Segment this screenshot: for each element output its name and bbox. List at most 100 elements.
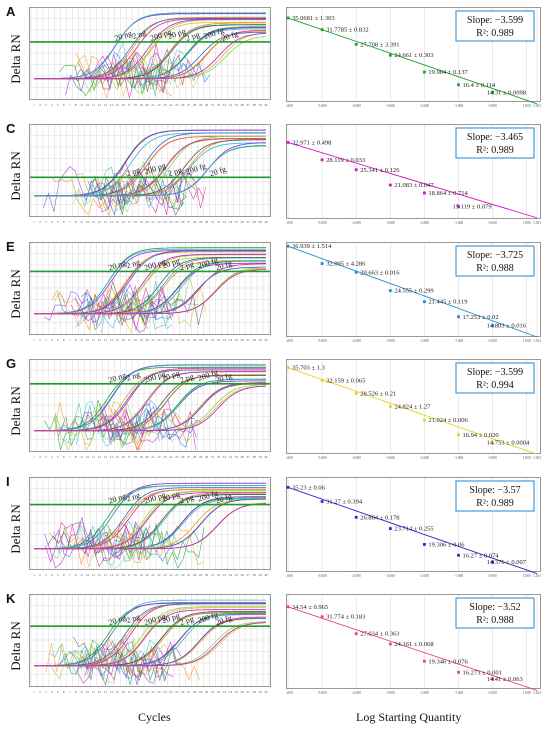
cycle-tick-E: 4 (51, 338, 53, 342)
point-label-H: 24.824 ± 1.27 (394, 404, 431, 411)
cycle-tick-K: 30 (205, 690, 209, 694)
point-label-J: 26.864 ± 0.178 (360, 514, 399, 521)
log-tick-D: -5.000 (317, 221, 326, 225)
cycle-tick-E: 22 (157, 338, 161, 342)
log-tick-D: -6.000 (286, 221, 293, 225)
data-point-J (423, 543, 426, 546)
cycle-tick-E: 7 (69, 338, 71, 342)
point-label-L: 16.273 ± 0.001 (463, 669, 502, 676)
stats-box-L (455, 597, 535, 629)
cycle-tick-C: 13 (104, 220, 108, 224)
cycle-tick-I: 13 (104, 573, 108, 577)
point-label-J: 19.306 ± 0.06 (428, 541, 465, 548)
cycle-tick-I: 31 (211, 573, 215, 577)
slope-text-L: Slope: −3.52 (469, 602, 520, 613)
log-tick-D: 0.000 (489, 221, 497, 225)
cycle-tick-A: 9 (81, 103, 83, 107)
point-label-J: 23.714 ± 0.255 (394, 526, 433, 533)
cycle-tick-A: 22 (157, 103, 161, 107)
r2-text-F: R²: 0.988 (476, 263, 513, 274)
cycle-tick-A: 6 (63, 103, 65, 107)
r2-text-B: R²: 0.989 (476, 28, 513, 39)
log-tick-B: -4.000 (352, 104, 361, 108)
cycle-tick-E: 1 (33, 338, 35, 342)
point-label-B: 14.31 ± 0.0098 (487, 89, 526, 96)
cycle-tick-I: 6 (63, 573, 65, 577)
panel-letter-G: G (6, 356, 17, 371)
cycle-tick-G: 23 (163, 455, 167, 459)
cycle-tick-K: 1 (33, 690, 35, 694)
cycle-tick-C: 31 (211, 220, 215, 224)
cycle-tick-E: 18 (133, 338, 137, 342)
cycles-label: Cycles (138, 710, 171, 724)
cycle-tick-G: 20 (145, 455, 149, 459)
cycle-tick-I: 11 (92, 573, 96, 577)
fit-line-F (287, 245, 538, 338)
slope-text-J: Slope: −3.57 (469, 485, 520, 496)
log-tick-J: 1.000 (523, 574, 531, 578)
curve-label-K: 2 pg (179, 614, 195, 627)
point-label-L: 27.034 ± 0.363 (360, 631, 399, 638)
log-tick-B: -5.000 (317, 104, 326, 108)
point-label-D: 32.971 ± 0.498 (292, 139, 331, 146)
cycle-tick-C: 29 (199, 220, 203, 224)
cycle-tick-E: 3 (45, 338, 47, 342)
point-label-F: 24.555 ± 0.299 (394, 288, 433, 295)
std-curve-D: -6.000 -5.000 -4.000 -3.000 -2.000 -1.000 0.00… (286, 124, 541, 225)
cycle-tick-C: 5 (57, 220, 59, 224)
slope-text-B: Slope: −3.599 (467, 15, 523, 26)
point-label-B: 19.964 ± 0.137 (428, 69, 468, 76)
point-label-B: 27.708 ± 3.391 (360, 41, 399, 48)
cycle-tick-C: 7 (69, 220, 71, 224)
data-point-B (286, 16, 290, 20)
point-label-H: 35.703 ± 1.3 (292, 365, 325, 372)
cycle-tick-K: 39 (258, 690, 262, 694)
cycle-tick-I: 15 (116, 573, 120, 577)
cycle-tick-G: 12 (98, 455, 102, 459)
point-label-B: 31.7785 ± 0.832 (326, 27, 369, 34)
curve-label-C: 2 pg (125, 165, 141, 178)
cycle-tick-G: 11 (92, 455, 96, 459)
cycle-tick-G: 17 (127, 455, 131, 459)
cycle-tick-K: 20 (145, 690, 149, 694)
cycle-tick-E: 25 (175, 338, 179, 342)
cycle-tick-I: 16 (122, 573, 126, 577)
cycle-tick-K: 32 (217, 690, 221, 694)
log-tick-J: -1.000 (454, 574, 463, 578)
cycle-tick-I: 26 (181, 573, 185, 577)
log-tick-H: -4.000 (352, 456, 361, 460)
point-label-B: 16.4 ± 0.114 (463, 82, 496, 89)
point-label-H: 32.159 ± 0.065 (326, 377, 365, 384)
cycle-tick-I: 2 (39, 573, 41, 577)
cycle-tick-E: 10 (86, 338, 90, 342)
data-point-D (423, 191, 426, 195)
log-tick-H: -6.000 (286, 456, 293, 460)
cycle-tick-G: 21 (151, 455, 155, 459)
log-tick-J: 1.301 (533, 574, 541, 578)
log-tick-H: 1.301 (533, 456, 541, 460)
data-point-D (286, 141, 290, 144)
cycle-tick-A: 1 (33, 103, 35, 107)
cycle-tick-C: 36 (241, 220, 245, 224)
amp-curve-E (34, 268, 267, 315)
cycle-tick-K: 4 (51, 690, 53, 694)
amp-plot-K: 1 2 3 4 5 6 7 8 9 10 11 12 13 14 15 16 17 18 19 20 21 22 23 24 2… (29, 594, 271, 694)
data-point-J (286, 485, 290, 489)
cycle-tick-K: 9 (81, 690, 83, 694)
cycle-tick-C: 35 (235, 220, 239, 224)
point-label-J: 31.27 ± 0.394 (326, 499, 363, 506)
data-point-H (354, 391, 358, 395)
data-point-D (354, 168, 358, 172)
point-label-D: 28.119 ± 0.033 (326, 157, 365, 164)
data-point-J (354, 515, 358, 519)
cycle-tick-I: 25 (175, 573, 179, 577)
cycle-tick-C: 18 (133, 220, 137, 224)
point-label-F: 36.939 ± 1.514 (292, 243, 332, 250)
cycle-tick-G: 32 (217, 455, 221, 459)
cycle-tick-G: 7 (69, 455, 71, 459)
cycle-tick-E: 29 (199, 338, 203, 342)
ylabel-K: Delta RN (8, 621, 23, 671)
log-tick-J: -6.000 (286, 574, 293, 578)
cycle-tick-G: 18 (133, 455, 137, 459)
curve-label-I: 2 ng (125, 491, 141, 504)
